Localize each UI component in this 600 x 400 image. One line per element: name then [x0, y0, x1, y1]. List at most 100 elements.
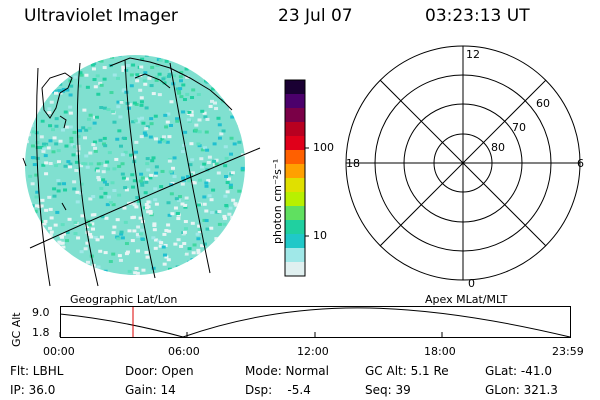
speckle [197, 228, 202, 232]
speckle [55, 210, 60, 214]
speckle [49, 216, 54, 220]
speckle [99, 195, 104, 199]
speckle [229, 80, 234, 84]
speckle [114, 157, 119, 161]
speckle [60, 241, 65, 245]
speckle [178, 75, 183, 79]
speckle [72, 187, 77, 191]
speckle [115, 137, 120, 141]
speckle [219, 252, 224, 256]
speckle [28, 93, 33, 97]
speckle [65, 125, 70, 129]
speckle [54, 49, 58, 52]
speckle [21, 146, 25, 149]
speckle [188, 266, 193, 270]
speckle [54, 117, 59, 121]
coastline [134, 73, 171, 89]
speckle [26, 133, 31, 137]
speckle [144, 180, 149, 184]
speckle [204, 130, 209, 134]
speckle [63, 266, 68, 270]
speckle [42, 147, 47, 151]
speckle [135, 73, 140, 77]
speckle [57, 279, 61, 282]
speckle [126, 106, 131, 110]
speckle [229, 280, 233, 283]
speckle [57, 70, 62, 74]
speckle [30, 156, 35, 160]
speckle [190, 158, 195, 162]
speckle [245, 194, 249, 197]
speckle [245, 49, 249, 52]
speckle [124, 188, 129, 192]
speckle [247, 232, 251, 235]
speckle [103, 163, 108, 167]
speckle [143, 276, 147, 279]
speckle [93, 146, 98, 150]
speckle [112, 225, 117, 229]
speckle [207, 194, 212, 198]
speckle [142, 79, 147, 83]
speckle [167, 267, 172, 271]
speckle [216, 171, 221, 175]
speckle [88, 113, 93, 117]
speckle [124, 68, 129, 72]
speckle [127, 269, 132, 273]
speckle [149, 84, 154, 88]
speckle [63, 188, 68, 192]
speckle [223, 194, 228, 198]
speckle [241, 190, 245, 194]
speckle [205, 117, 210, 121]
speckle [202, 202, 207, 206]
speckle [164, 229, 169, 233]
speckle [172, 175, 177, 179]
speckle [130, 173, 135, 177]
speckle [85, 165, 90, 169]
speckle [233, 59, 238, 63]
speckle [193, 128, 198, 132]
speckle [35, 146, 40, 150]
speckle [223, 145, 228, 149]
speckle [139, 96, 144, 100]
speckle [180, 150, 185, 154]
speckle [82, 270, 87, 274]
speckle [169, 123, 174, 127]
speckle [39, 135, 44, 139]
speckle [214, 107, 219, 111]
speckle [139, 100, 144, 104]
speckle [246, 273, 250, 276]
speckle [238, 254, 243, 258]
altitude-curve [59, 307, 571, 338]
speckle [105, 160, 110, 164]
speckle [163, 243, 168, 247]
speckle [197, 118, 202, 122]
speckle [34, 55, 39, 58]
speckle [176, 89, 181, 93]
colorbar-scale [285, 80, 305, 277]
speckle [25, 165, 26, 169]
speckle [65, 231, 70, 235]
speckle [90, 63, 95, 67]
speckle [25, 275, 29, 278]
speckle [245, 90, 249, 93]
speckle [43, 144, 48, 148]
speckle [96, 92, 101, 96]
mlt-spoke [379, 79, 547, 247]
speckle [139, 65, 144, 69]
speckle [66, 160, 71, 164]
speckle [125, 63, 130, 67]
speckle [214, 162, 219, 166]
speckle [207, 73, 212, 77]
speckle [82, 108, 87, 112]
speckle [118, 49, 122, 52]
speckle [110, 55, 115, 59]
speckle [178, 265, 183, 269]
speckle [88, 232, 93, 236]
speckle [25, 140, 29, 144]
speckle [49, 230, 54, 234]
speckle [39, 145, 44, 149]
speckle [198, 58, 203, 62]
speckle [57, 275, 61, 278]
speckle [240, 211, 245, 215]
speckle [243, 114, 245, 118]
